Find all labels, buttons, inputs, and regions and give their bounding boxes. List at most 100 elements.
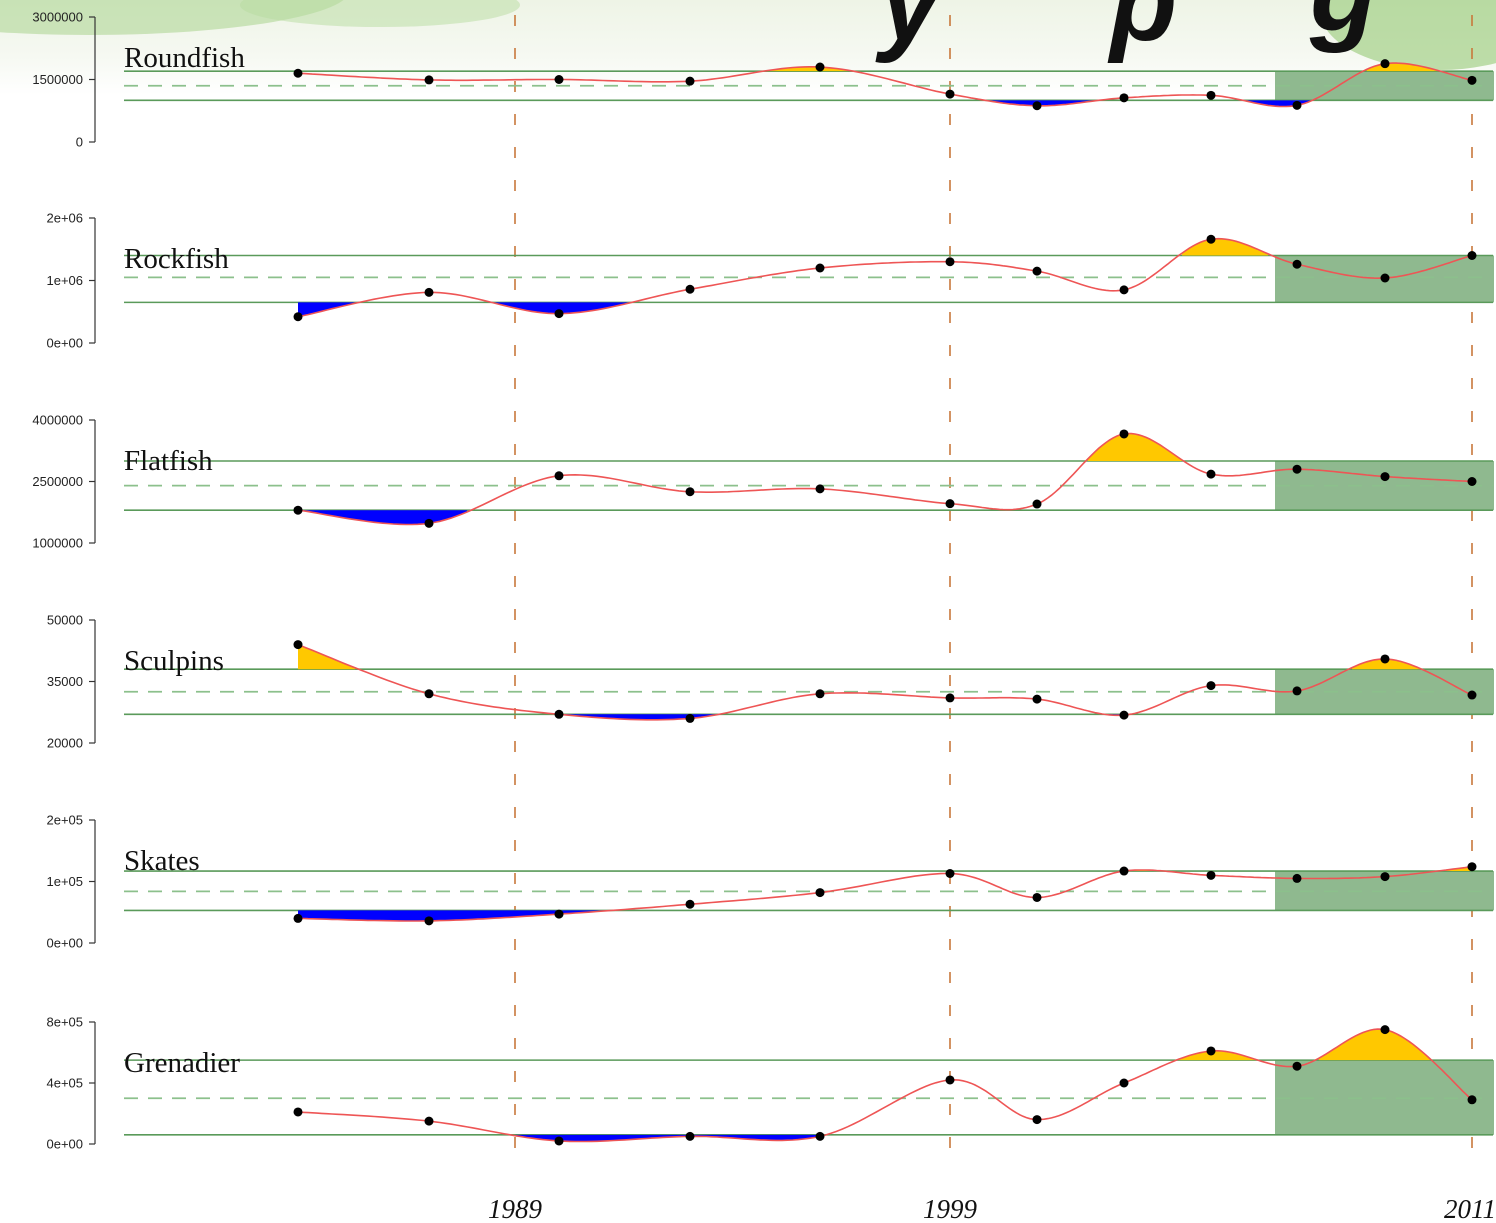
above-threshold-fill — [1178, 1050, 1258, 1061]
series-line — [297, 432, 1473, 526]
panel-skates: 0e+00 1e+05 2e+05 Skates — [46, 813, 1494, 951]
y-tick-label: 4000000 — [32, 413, 83, 428]
data-point — [1467, 477, 1477, 486]
data-point — [685, 899, 695, 909]
y-tick-label: 2e+06 — [46, 211, 83, 226]
data-point — [293, 1107, 303, 1117]
below-threshold-fill — [515, 1134, 826, 1142]
series-line — [297, 62, 1473, 108]
data-point — [945, 89, 955, 99]
background-banner: y p g — [0, 0, 1496, 95]
data-point — [424, 689, 434, 699]
data-point — [554, 75, 564, 84]
panel-rockfish: 0e+00 1e+06 2e+06 Rockfish — [46, 211, 1494, 351]
data-point — [293, 913, 303, 923]
panel-grenadier: 0e+00 4e+05 8e+05 Grenadier — [46, 1015, 1494, 1152]
data-point — [424, 75, 434, 85]
data-point — [554, 309, 564, 319]
data-point — [815, 62, 825, 72]
data-point — [1206, 1046, 1216, 1056]
above-threshold-fill — [1318, 1029, 1430, 1061]
data-point — [554, 909, 564, 919]
x-tick-label: 1999 — [923, 1194, 978, 1223]
data-point — [945, 257, 955, 267]
data-point — [945, 499, 955, 509]
data-point — [1032, 694, 1042, 704]
data-point — [1206, 870, 1216, 880]
data-point — [1292, 100, 1302, 110]
y-tick-label: 4e+05 — [46, 1076, 83, 1091]
data-point — [1206, 681, 1216, 691]
data-point — [945, 869, 955, 879]
data-point — [685, 713, 695, 723]
data-point — [815, 484, 825, 494]
svg-text:p: p — [1107, 0, 1177, 64]
data-point — [1206, 234, 1216, 244]
below-threshold-fill — [494, 302, 630, 314]
y-tick-label: 8e+05 — [46, 1015, 83, 1030]
panel-roundfish: 0 1500000 3000000 Roundfish — [32, 10, 1494, 150]
data-point — [1467, 690, 1477, 700]
data-point — [554, 471, 564, 481]
svg-text:y: y — [875, 0, 946, 64]
panel-flatfish: 1000000 2500000 4000000 Flatfish — [32, 413, 1494, 551]
data-point — [424, 518, 434, 528]
series-line — [297, 865, 1473, 922]
data-point — [1292, 873, 1302, 883]
series-line — [297, 643, 1473, 721]
data-point — [1119, 93, 1129, 103]
data-point — [1380, 273, 1390, 283]
data-point — [1292, 464, 1302, 474]
y-tick-label: 0e+00 — [46, 336, 83, 351]
banner-graphic: y p g — [0, 0, 1496, 70]
data-point — [1119, 1078, 1129, 1088]
data-point — [815, 888, 825, 898]
panel-title: Grenadier — [124, 1047, 240, 1079]
data-point — [1467, 1095, 1477, 1105]
y-tick-label: 3000000 — [32, 10, 83, 25]
series-line — [297, 1028, 1473, 1143]
data-point — [1119, 285, 1129, 295]
panel-sculpins: 20000 35000 50000 Sculpins — [47, 613, 1494, 751]
data-point — [293, 505, 303, 515]
y-tick-label: 0e+00 — [46, 936, 83, 951]
data-point — [815, 263, 825, 273]
data-point — [1206, 469, 1216, 479]
svg-text:g: g — [1309, 0, 1377, 54]
data-point — [685, 76, 695, 86]
y-tick-label: 1e+05 — [46, 874, 83, 889]
x-axis-labels: 1989 1999 2011 — [488, 1194, 1496, 1223]
panel-title: Flatfish — [124, 445, 213, 477]
data-point — [1119, 866, 1129, 876]
data-point — [1380, 1025, 1390, 1035]
y-tick-label: 1e+06 — [46, 273, 83, 288]
below-threshold-fill — [300, 510, 467, 525]
panel-title: Rockfish — [124, 243, 229, 275]
data-point — [1467, 862, 1477, 872]
y-tick-label: 1500000 — [32, 72, 83, 87]
data-point — [1206, 90, 1216, 100]
data-point — [1292, 259, 1302, 269]
data-point — [293, 312, 303, 322]
data-point — [1380, 654, 1390, 664]
x-tick-label: 2011 — [1444, 1194, 1496, 1223]
panel-title: Sculpins — [124, 645, 224, 677]
data-point — [1467, 75, 1477, 85]
series-line — [297, 237, 1473, 318]
y-tick-label: 2500000 — [32, 474, 83, 489]
data-point — [815, 689, 825, 699]
y-tick-label: 0e+00 — [46, 1137, 83, 1152]
data-point — [293, 640, 303, 650]
data-point — [424, 1116, 434, 1126]
data-point — [1292, 686, 1302, 696]
data-point — [685, 1131, 695, 1141]
panel-title: Skates — [124, 845, 200, 877]
data-point — [1032, 892, 1042, 902]
y-tick-label: 0 — [76, 135, 83, 150]
x-tick-label: 1989 — [488, 1194, 543, 1223]
data-point — [945, 1075, 955, 1085]
below-threshold-fill — [298, 910, 609, 921]
y-tick-label: 35000 — [47, 674, 83, 689]
data-point — [293, 68, 303, 78]
